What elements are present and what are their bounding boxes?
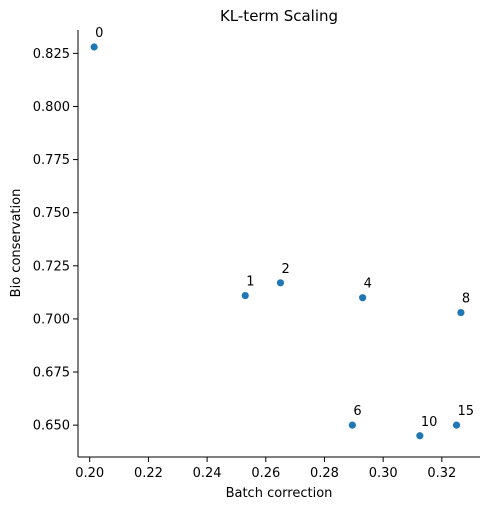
plot-area: 0.20 0.22 0.24 0.26 0.28 0.30 0.32 0.6500.6750…: [33, 26, 480, 481]
y-tick-label: 0.675: [33, 366, 70, 381]
data-point-label: 10: [421, 415, 438, 430]
chart-title: KL-term Scaling: [220, 7, 338, 25]
data-point-label: 6: [353, 404, 361, 419]
x-tick-label: 0.20: [75, 466, 104, 481]
x-ticks: 0.20 0.22 0.24 0.26 0.28 0.30 0.32: [75, 457, 456, 481]
data-point: [241, 291, 249, 300]
data-point: [90, 43, 98, 51]
data-point-label: 0: [95, 26, 103, 41]
x-tick-label: 0.26: [251, 466, 280, 481]
data-point-label: 1: [246, 275, 254, 290]
point-labels: 0 1 2 4 8 6 10 15: [95, 26, 474, 430]
data-point-label: 4: [364, 277, 372, 292]
y-tick-label: 0.800: [33, 100, 70, 115]
data-point: [276, 279, 285, 287]
x-tick-label: 0.32: [427, 466, 456, 481]
x-tick-label: 0.24: [193, 466, 222, 481]
data-point-label: 2: [281, 262, 289, 277]
y-tick-label: 0.650: [33, 419, 70, 434]
data-point: [457, 308, 465, 317]
data-points: [90, 43, 465, 440]
data-point: [348, 421, 356, 429]
x-axis-label: Batch correction: [226, 486, 333, 501]
data-point-label: 15: [458, 404, 475, 419]
x-tick-label: 0.28: [310, 466, 339, 481]
data-point: [359, 294, 367, 302]
y-axis-label: Bio conservation: [9, 189, 24, 298]
y-ticks: 0.650 0.675 0.700 0.725 0.750 0.775 0.800 0.825: [33, 47, 78, 434]
y-tick-label: 0.825: [33, 47, 70, 62]
y-tick-label: 0.775: [33, 153, 70, 168]
y-tick-label: 0.725: [33, 259, 70, 274]
y-tick-label: 0.700: [33, 312, 70, 327]
data-point: [416, 432, 424, 440]
x-tick-label: 0.30: [369, 466, 398, 481]
data-point-label: 8: [462, 292, 470, 307]
y-tick-label: 0.750: [33, 206, 70, 221]
data-point: [452, 421, 461, 429]
x-tick-label: 0.22: [134, 466, 163, 481]
